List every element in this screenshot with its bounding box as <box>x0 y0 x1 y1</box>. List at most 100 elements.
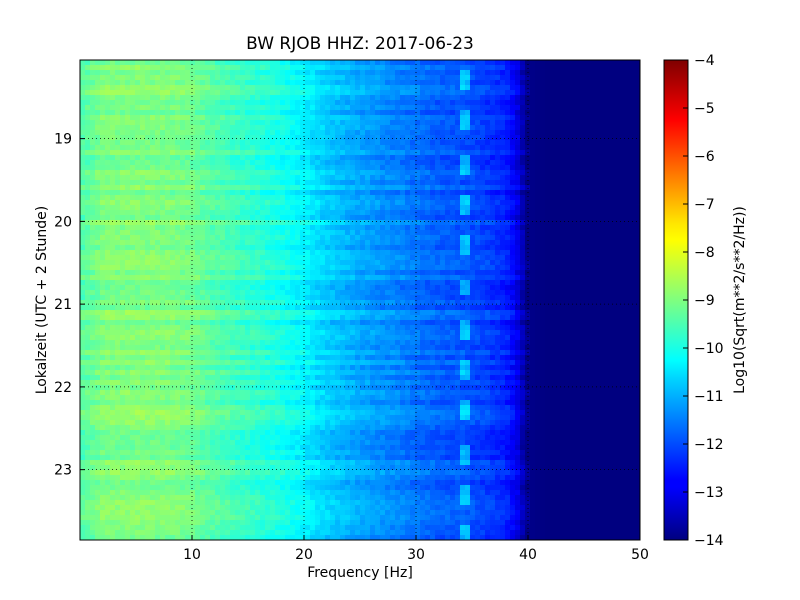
heatmap-cell <box>440 210 446 216</box>
heatmap-cell <box>315 210 321 216</box>
heatmap-cell <box>525 115 531 121</box>
heatmap-cell <box>635 225 640 231</box>
heatmap-cell <box>220 220 226 226</box>
heatmap-cell <box>180 80 186 86</box>
heatmap-cell <box>350 205 356 211</box>
heatmap-cell <box>265 65 271 71</box>
heatmap-cell <box>540 170 546 176</box>
heatmap-cell <box>520 145 526 151</box>
heatmap-cell <box>365 80 371 86</box>
heatmap-cell <box>520 130 526 136</box>
heatmap-cell <box>145 280 151 286</box>
heatmap-cell <box>530 85 536 91</box>
heatmap-cell <box>165 130 171 136</box>
heatmap-cell <box>155 245 161 251</box>
heatmap-cell <box>430 215 436 221</box>
heatmap-cell <box>415 115 421 121</box>
heatmap-cell <box>530 125 536 131</box>
heatmap-cell <box>475 145 481 151</box>
heatmap-cell <box>245 190 251 196</box>
heatmap-cell <box>180 110 186 116</box>
heatmap-cell <box>385 75 391 81</box>
heatmap-cell <box>440 240 446 246</box>
heatmap-cell <box>405 270 411 276</box>
heatmap-cell <box>240 150 246 156</box>
heatmap-cell <box>125 225 131 231</box>
heatmap-cell <box>580 160 586 166</box>
heatmap-cell <box>85 90 91 96</box>
heatmap-cell <box>360 255 366 261</box>
heatmap-cell <box>280 175 286 181</box>
heatmap-cell <box>375 270 381 276</box>
heatmap-cell <box>95 80 101 86</box>
heatmap-cell <box>90 125 96 131</box>
heatmap-cell <box>605 145 611 151</box>
heatmap-cell <box>495 200 501 206</box>
heatmap-cell <box>245 220 251 226</box>
heatmap-cell <box>150 215 156 221</box>
heatmap-cell <box>525 225 531 231</box>
heatmap-cell <box>415 265 421 271</box>
heatmap-cell <box>395 75 401 81</box>
heatmap-cell <box>220 185 226 191</box>
heatmap-cell <box>625 105 631 111</box>
heatmap-cell <box>425 235 431 241</box>
heatmap-cell <box>475 185 481 191</box>
heatmap-cell <box>260 210 266 216</box>
heatmap-cell <box>590 115 596 121</box>
heatmap-cell <box>320 220 326 226</box>
heatmap-cell <box>580 220 586 226</box>
heatmap-cell <box>440 170 446 176</box>
heatmap-cell <box>555 265 561 271</box>
heatmap-cell <box>180 125 186 131</box>
heatmap-cell <box>390 250 396 256</box>
heatmap-cell <box>410 260 416 266</box>
heatmap-cell <box>220 195 226 201</box>
heatmap-cell <box>155 60 161 66</box>
heatmap-cell <box>345 215 351 221</box>
heatmap-cell <box>555 120 561 126</box>
heatmap-cell <box>505 270 511 276</box>
heatmap-cell <box>250 65 256 71</box>
heatmap-cell <box>225 200 231 206</box>
heatmap-cell <box>290 230 296 236</box>
heatmap-cell <box>385 260 391 266</box>
heatmap-cell <box>225 245 231 251</box>
heatmap-cell <box>395 180 401 186</box>
heatmap-cell <box>235 140 241 146</box>
heatmap-cell <box>430 125 436 131</box>
heatmap-cell <box>105 250 111 256</box>
heatmap-cell <box>400 120 406 126</box>
heatmap-cell <box>405 275 411 281</box>
heatmap-cell <box>550 260 556 266</box>
heatmap-cell <box>100 75 106 81</box>
heatmap-cell <box>235 165 241 171</box>
heatmap-cell <box>120 80 126 86</box>
heatmap-cell <box>505 150 511 156</box>
heatmap-cell <box>505 105 511 111</box>
heatmap-cell <box>630 95 636 101</box>
heatmap-cell <box>125 165 131 171</box>
heatmap-cell <box>425 60 431 66</box>
heatmap-cell <box>190 280 196 286</box>
heatmap-cell <box>250 100 256 106</box>
heatmap-cell <box>115 135 121 141</box>
heatmap-cell <box>515 235 521 241</box>
heatmap-cell <box>150 180 156 186</box>
heatmap-cell <box>295 190 301 196</box>
heatmap-cell <box>525 265 531 271</box>
heatmap-cell <box>100 100 106 106</box>
heatmap-cell <box>155 255 161 261</box>
heatmap-cell <box>380 180 386 186</box>
heatmap-cell <box>245 180 251 186</box>
heatmap-cell <box>190 235 196 241</box>
heatmap-cell <box>360 225 366 231</box>
heatmap-cell <box>435 115 441 121</box>
heatmap-cell <box>560 100 566 106</box>
heatmap-cell <box>560 75 566 81</box>
heatmap-cell <box>355 200 361 206</box>
heatmap-cell <box>300 170 306 176</box>
heatmap-cell <box>480 195 486 201</box>
heatmap-cell <box>635 230 640 236</box>
heatmap-cell <box>210 270 216 276</box>
